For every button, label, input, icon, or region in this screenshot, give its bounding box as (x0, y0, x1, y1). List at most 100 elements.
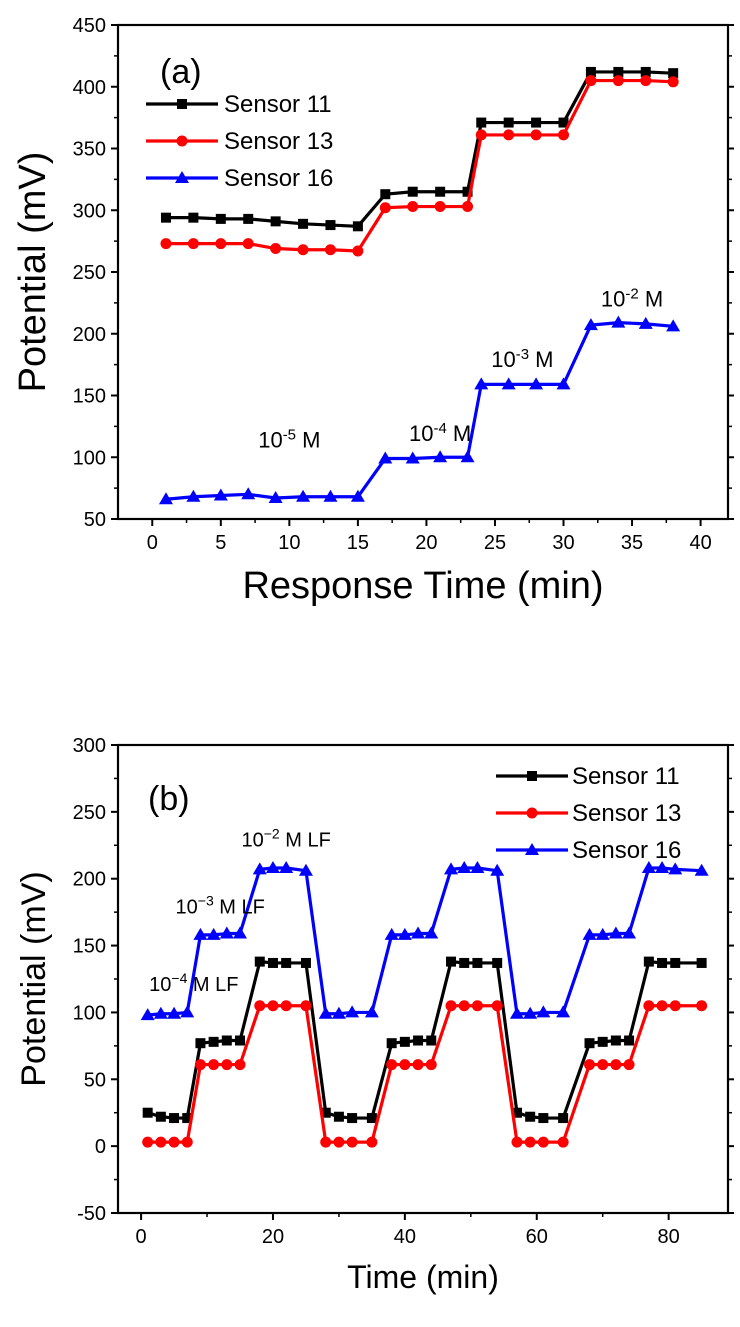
data-point (425, 1059, 437, 1071)
data-point (530, 129, 542, 141)
data-point (182, 1113, 193, 1124)
x-tick-label: 80 (658, 1226, 680, 1248)
data-point (167, 1006, 182, 1019)
data-point (187, 238, 199, 250)
data-point (407, 201, 419, 213)
data-point (640, 75, 652, 87)
data-point (188, 212, 199, 223)
data-point (458, 1000, 470, 1012)
data-point (297, 244, 309, 256)
legend-label: Sensor 11 (572, 763, 680, 790)
data-point (254, 1000, 266, 1012)
data-point (667, 76, 679, 88)
data-point (221, 1035, 232, 1046)
data-point (462, 186, 473, 197)
data-point (386, 1038, 397, 1049)
data-point (323, 489, 338, 502)
data-point (241, 487, 256, 500)
data-point (457, 861, 472, 874)
data-point (509, 1006, 524, 1019)
data-point (160, 238, 172, 250)
y-tick-label: 300 (73, 735, 106, 757)
data-point (585, 75, 597, 87)
data-point (215, 213, 226, 224)
data-point (243, 213, 254, 224)
data-point (670, 957, 681, 968)
data-point (583, 318, 598, 331)
data-point (445, 1000, 457, 1012)
data-point (270, 216, 281, 227)
y-tick-label: 400 (73, 77, 106, 99)
data-point (399, 1036, 410, 1047)
data-point (186, 489, 201, 502)
data-point (424, 926, 439, 939)
concentration-label: 10-5 M (258, 426, 320, 453)
concentration-label: 10−4 M LF (149, 970, 238, 996)
data-point (176, 135, 188, 147)
data-point (153, 1006, 168, 1019)
data-point (474, 377, 489, 390)
data-point (585, 66, 596, 77)
data-point (213, 488, 228, 501)
concentration-label: 10−3 M LF (176, 892, 265, 918)
x-tick-label: 40 (689, 532, 711, 554)
data-point (181, 1136, 193, 1148)
data-point (399, 1059, 411, 1071)
data-point (584, 1059, 596, 1071)
data-point (622, 926, 637, 939)
y-axis-label: Potential (mV) (12, 152, 54, 393)
data-point (265, 861, 280, 874)
legend-label: Sensor 13 (572, 800, 681, 827)
x-tick-label: 60 (526, 1226, 548, 1248)
data-point (558, 1113, 569, 1124)
y-tick-label: 100 (73, 1002, 106, 1024)
data-point (347, 1113, 358, 1124)
x-tick-label: 35 (621, 532, 643, 554)
y-axis-label: Potential (mV) (15, 871, 53, 1086)
data-point (475, 129, 487, 141)
data-point (180, 1005, 195, 1018)
data-point (158, 492, 173, 505)
data-point (536, 1005, 551, 1018)
data-point (233, 926, 247, 939)
x-tick-label: 5 (215, 532, 226, 554)
data-point (160, 212, 171, 223)
series-sensor-16 (158, 315, 681, 505)
legend-item: Sensor 13 (496, 800, 681, 827)
data-point (556, 1005, 571, 1018)
data-point (206, 927, 221, 940)
data-point (267, 1000, 279, 1012)
data-point (643, 956, 654, 967)
y-tick-label: 350 (73, 139, 106, 161)
data-point (352, 221, 363, 232)
data-point (511, 1107, 522, 1118)
series-line (147, 1004, 702, 1144)
y-tick-label: -50 (77, 1203, 106, 1225)
data-point (281, 957, 292, 968)
chart-a: 0 5 10 15 20 25 30 35 40 50 100 150 200 250 300 350 400 4… (12, 15, 734, 607)
x-tick-label: 10 (278, 532, 300, 554)
data-point (397, 927, 412, 940)
data-point (643, 1000, 655, 1012)
data-point (318, 1006, 333, 1019)
x-axis-label: Response Time (min) (242, 565, 603, 607)
data-point (696, 1000, 708, 1012)
legend-label: Sensor 13 (224, 128, 333, 155)
data-point (267, 957, 278, 968)
x-tick-label: 15 (347, 532, 369, 554)
y-tick-label: 50 (84, 509, 106, 531)
data-point (175, 171, 189, 183)
data-point (324, 244, 336, 256)
data-point (613, 66, 624, 77)
x-axis-label: Time (min) (347, 1259, 499, 1295)
data-point (476, 117, 487, 128)
data-point (558, 117, 569, 128)
data-point (384, 927, 399, 940)
data-point (558, 129, 570, 141)
legend: Sensor 11 Sensor 13 Sensor 16 (146, 91, 333, 192)
data-point (194, 1059, 206, 1071)
data-point (557, 1136, 569, 1148)
data-point (320, 1107, 331, 1118)
y-tick-label: 150 (73, 386, 106, 408)
data-point (364, 1005, 379, 1018)
